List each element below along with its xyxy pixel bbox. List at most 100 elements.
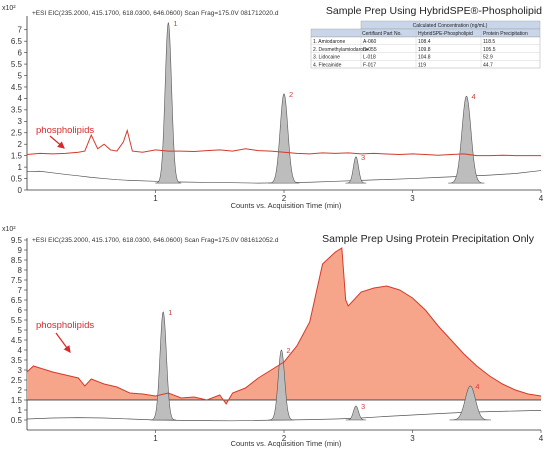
table-cell: 52.9 [483, 55, 493, 61]
y-tick-label: 0.5 [11, 174, 23, 183]
table-cell: D-055 [363, 47, 377, 53]
analyte-peak-3 [345, 405, 367, 421]
chart-header: +ESI EIC(235.2000, 415.1700, 618.0300, 6… [32, 10, 279, 17]
magnitude-label: x10² [2, 5, 16, 12]
magnitude-label: x10² [2, 226, 16, 233]
analyte-peak-4 [448, 95, 485, 184]
y-tick-label: 0.5 [11, 416, 23, 425]
y-tick-label: 6 [18, 48, 23, 57]
table-cell: F-017 [363, 62, 376, 68]
x-axis-label: Counts vs. Acquisition Time (min) [231, 439, 342, 448]
analyte-peak-2 [268, 349, 295, 421]
y-tick-label: 4 [18, 94, 23, 103]
y-tick-label: 4.5 [11, 83, 23, 92]
table-cell: 2. Desmethylamiodarone [313, 47, 369, 53]
protein-precipitation-chromatogram-panel: x10² +ESI EIC(235.2000, 415.1700, 618.03… [2, 226, 544, 448]
chart-title: Sample Prep Using HybridSPE®-Phospholipi… [326, 5, 542, 17]
y-tick-label: 2 [18, 140, 23, 149]
y-tick-label: 3.5 [11, 106, 23, 115]
y-tick-label: 7.5 [11, 276, 23, 285]
hybridspe-chromatogram-panel: x10² +ESI EIC(235.2000, 415.1700, 618.03… [2, 5, 544, 210]
chart-header: +ESI EIC(235.2000, 415.1700, 618.0300, 6… [32, 237, 279, 244]
table-cell: A-060 [363, 39, 377, 45]
phospholipids-arrow [55, 332, 71, 353]
y-tick-label: 1.5 [11, 396, 23, 405]
x-tick-label: 1 [153, 434, 158, 443]
table-cell: 44.7 [483, 62, 493, 68]
results-table: Calculated Concentration (ng/mL) Certifi… [310, 20, 541, 68]
x-tick-label: 2 [282, 194, 287, 203]
plot-area: 1 2 3 4 [26, 19, 542, 184]
table-cell: 104.8 [418, 55, 431, 61]
peak-label-1: 1 [173, 19, 177, 28]
table-row: 2. Desmethylamiodarone D-055 109.8 105.5 [313, 47, 496, 53]
x-tick-label: 2 [282, 434, 287, 443]
x-tick-label: 4 [539, 434, 544, 443]
phospholipid-area [27, 248, 541, 404]
x-tick-label: 3 [410, 194, 415, 203]
y-tick-label: 6.5 [11, 37, 23, 46]
table-span-header: Calculated Concentration (ng/mL) [413, 23, 488, 29]
y-tick-label: 3 [18, 117, 23, 126]
peak-label-2: 2 [286, 346, 290, 355]
y-tick-label: 4.5 [11, 336, 23, 345]
table-col-2: HybridSPE-Phospholipid [418, 31, 473, 37]
phospholipid-trace [26, 247, 542, 405]
axes: 0.511.522.533.544.555.566.577.588.599.51… [11, 236, 544, 443]
table-cell: 3. Lidocaine [313, 55, 340, 61]
x-tick-label: 3 [410, 434, 415, 443]
y-tick-label: 6 [18, 306, 23, 315]
y-tick-label: 3 [18, 366, 23, 375]
y-tick-label: 9.5 [11, 236, 23, 245]
table-cell: 108.4 [418, 39, 431, 45]
y-tick-label: 7 [18, 26, 23, 35]
peak-label-4: 4 [475, 382, 479, 391]
x-axis-label: Counts vs. Acquisition Time (min) [231, 201, 342, 210]
peak-label-2: 2 [289, 90, 293, 99]
y-tick-label: 1 [18, 163, 23, 172]
peak-label-1: 1 [168, 308, 172, 317]
y-tick-label: 1.5 [11, 151, 23, 160]
peak-label-3: 3 [361, 402, 365, 411]
analyte-peak-4 [449, 385, 491, 421]
phospholipid-trace [26, 128, 541, 157]
y-tick-label: 5.5 [11, 316, 23, 325]
table-cell: 105.5 [483, 47, 496, 53]
y-tick-label: 9 [18, 246, 23, 255]
analyte-peak-3 [345, 156, 367, 184]
y-tick-label: 7 [18, 286, 23, 295]
table-cell: 119 [418, 62, 426, 68]
y-tick-label: 5.5 [11, 60, 23, 69]
phospholipids-annotation: phospholipids [36, 125, 94, 136]
x-tick-label: 1 [153, 194, 158, 203]
table-cell: 109.8 [418, 47, 431, 53]
table-col-3: Protein Precipitation [483, 31, 528, 37]
chart-title: Sample Prep Using Protein Precipitation … [322, 233, 535, 245]
y-tick-label: 3.5 [11, 356, 23, 365]
table-cell: 118.5 [483, 39, 495, 45]
y-tick-label: 6.5 [11, 296, 23, 305]
table-cell: 4. Flecainide [313, 62, 342, 68]
x-tick-label: 4 [539, 194, 544, 203]
analyte-peak-1 [155, 22, 182, 184]
table-row: 3. Lidocaine L-018 104.8 52.9 [313, 55, 493, 61]
y-tick-label: 5 [18, 326, 23, 335]
table-row: 1. Amiodarone A-060 108.4 118.5 [313, 39, 495, 45]
peak-label-4: 4 [471, 92, 475, 101]
table-row: 4. Flecainide F-017 119 44.7 [313, 62, 493, 68]
phospholipids-annotation: phospholipids [36, 320, 94, 331]
y-tick-label: 0 [18, 186, 23, 195]
y-tick-label: 8.5 [11, 256, 23, 265]
table-cell: 1. Amiodarone [313, 39, 345, 45]
y-tick-label: 2 [18, 386, 23, 395]
y-tick-label: 2.5 [11, 376, 23, 385]
y-tick-label: 4 [18, 346, 23, 355]
phospholipids-arrow [49, 135, 65, 149]
table-col-1: Certifiant Part No. [362, 31, 402, 37]
analyte-peak-2 [268, 93, 300, 184]
y-tick-label: 2.5 [11, 129, 23, 138]
axes: 0 0.5 1 1.5 2 2.5 3 3.5 4 4.5 5 5.5 6 6.5 7 1 2 3 4 [11, 16, 544, 203]
plot-area: 1 2 3 4 [26, 247, 542, 422]
y-tick-label: 1 [18, 406, 23, 415]
